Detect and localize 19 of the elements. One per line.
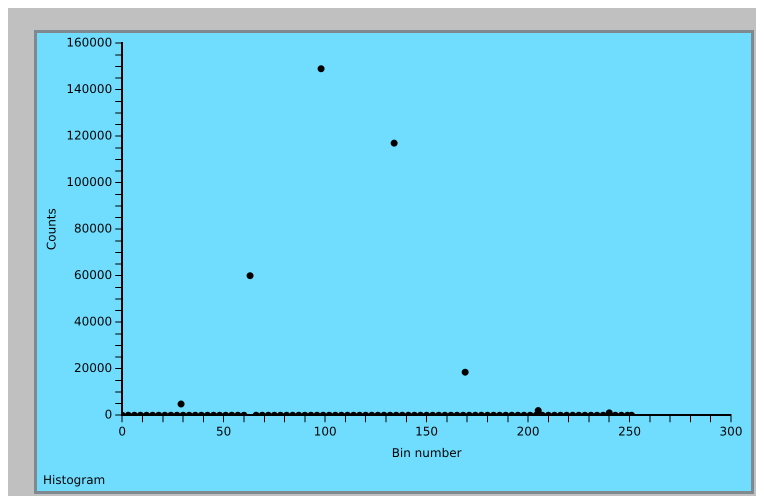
x-tick-label: 0 [118, 424, 126, 439]
x-tick-label: 150 [415, 424, 438, 439]
y-tick-label: 20000 [74, 360, 112, 375]
y-tick-label: 140000 [66, 82, 112, 96]
x-tick-label: 300 [720, 424, 742, 439]
y-tick-label: 100000 [66, 174, 112, 189]
y-tick-label: 80000 [74, 221, 112, 236]
y-tick-label: 40000 [74, 314, 112, 328]
y-tick-label: 160000 [66, 35, 112, 50]
x-tick-label: 100 [314, 424, 337, 439]
y-tick-label: 60000 [74, 268, 112, 282]
x-axis-title: Bin number [392, 446, 462, 460]
x-tick-label: 250 [618, 424, 641, 439]
x-tick-label: 50 [216, 424, 232, 439]
x-tick-label: 200 [516, 424, 540, 439]
text: Histogram [43, 473, 106, 488]
y-tick-label: 0 [104, 407, 112, 422]
y-tick-label: 120000 [66, 128, 112, 142]
y-axis-title: Counts [44, 208, 58, 250]
